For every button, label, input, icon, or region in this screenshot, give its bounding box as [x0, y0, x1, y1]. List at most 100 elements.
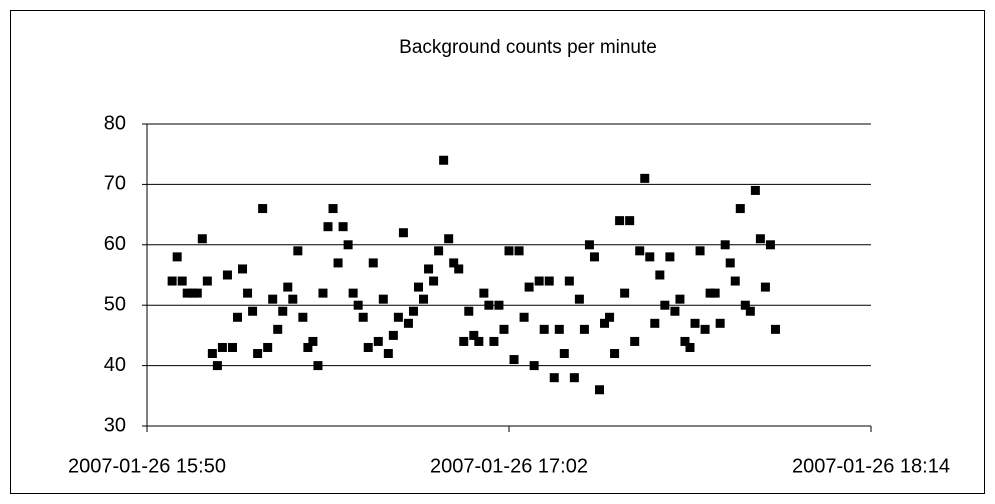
point: [499, 324, 509, 334]
point: [630, 336, 640, 346]
point: [765, 240, 775, 250]
point: [348, 288, 358, 298]
point: [675, 294, 685, 304]
point: [529, 361, 539, 371]
point: [584, 240, 594, 250]
point: [655, 270, 665, 280]
point: [469, 330, 479, 340]
chart-title: Background counts per minute: [399, 37, 657, 58]
point: [414, 282, 423, 292]
x-tick-label: 2007-01-26 18:14: [792, 455, 950, 477]
point: [233, 312, 242, 322]
point: [373, 336, 383, 346]
point: [750, 185, 760, 195]
point: [197, 234, 207, 244]
y-tick-label: 40: [104, 354, 126, 376]
point: [424, 264, 434, 274]
y-tick-label: 30: [104, 414, 126, 436]
point: [403, 318, 413, 328]
point: [615, 216, 625, 226]
point: [298, 312, 308, 322]
point: [353, 300, 363, 310]
point: [534, 276, 544, 286]
point: [519, 312, 529, 322]
chart-border: [10, 10, 985, 494]
point: [479, 288, 489, 298]
point: [685, 342, 695, 352]
point: [288, 294, 298, 304]
point: [318, 288, 328, 298]
point: [635, 246, 645, 256]
point: [268, 294, 278, 304]
point: [293, 246, 303, 256]
y-tick-label: 80: [104, 112, 126, 134]
point: [730, 276, 740, 286]
point: [620, 288, 630, 298]
point: [559, 349, 569, 359]
point: [207, 349, 217, 359]
point: [212, 361, 222, 371]
y-tick-label: 70: [104, 173, 126, 195]
x-tick-label: 2007-01-26 17:02: [430, 455, 588, 477]
point: [695, 246, 705, 256]
point: [549, 373, 559, 383]
point: [388, 330, 398, 340]
point: [398, 228, 408, 238]
point: [273, 324, 283, 334]
point: [323, 222, 333, 232]
point: [574, 294, 584, 304]
point: [715, 318, 725, 328]
point: [705, 288, 715, 298]
point: [670, 306, 680, 316]
point: [429, 276, 439, 286]
point: [358, 312, 368, 322]
point: [484, 300, 494, 310]
point: [393, 312, 403, 322]
point: [308, 336, 318, 346]
x-tick-label: 2007-01-26 15:50: [68, 455, 226, 477]
point: [253, 349, 263, 359]
point: [238, 264, 248, 274]
point: [554, 324, 564, 334]
point: [600, 318, 610, 328]
point: [449, 258, 459, 268]
point: [745, 306, 755, 316]
point: [589, 252, 599, 262]
point: [278, 306, 288, 316]
point: [504, 246, 514, 256]
point: [434, 246, 444, 256]
point: [489, 336, 499, 346]
point: [564, 276, 574, 286]
point: [544, 276, 554, 286]
point: [625, 216, 635, 226]
point: [227, 342, 237, 352]
y-tick-label: 60: [104, 233, 126, 255]
point: [419, 294, 429, 304]
point: [690, 318, 700, 328]
point: [383, 349, 393, 359]
point: [494, 300, 504, 310]
point: [333, 258, 343, 268]
point: [313, 361, 323, 371]
point: [172, 252, 182, 262]
point: [167, 276, 177, 286]
point: [645, 252, 655, 262]
point: [700, 324, 710, 334]
point: [248, 306, 258, 316]
point: [524, 282, 534, 292]
point: [343, 240, 353, 250]
point: [378, 294, 388, 304]
point: [187, 288, 197, 298]
point: [222, 270, 232, 280]
point: [740, 300, 750, 310]
point: [579, 324, 589, 334]
point: [605, 312, 615, 322]
point: [408, 306, 418, 316]
point: [474, 336, 484, 346]
point: [338, 222, 348, 232]
point: [760, 282, 770, 292]
point: [509, 355, 519, 365]
point: [710, 288, 720, 298]
point: [595, 385, 604, 395]
point: [725, 258, 735, 268]
